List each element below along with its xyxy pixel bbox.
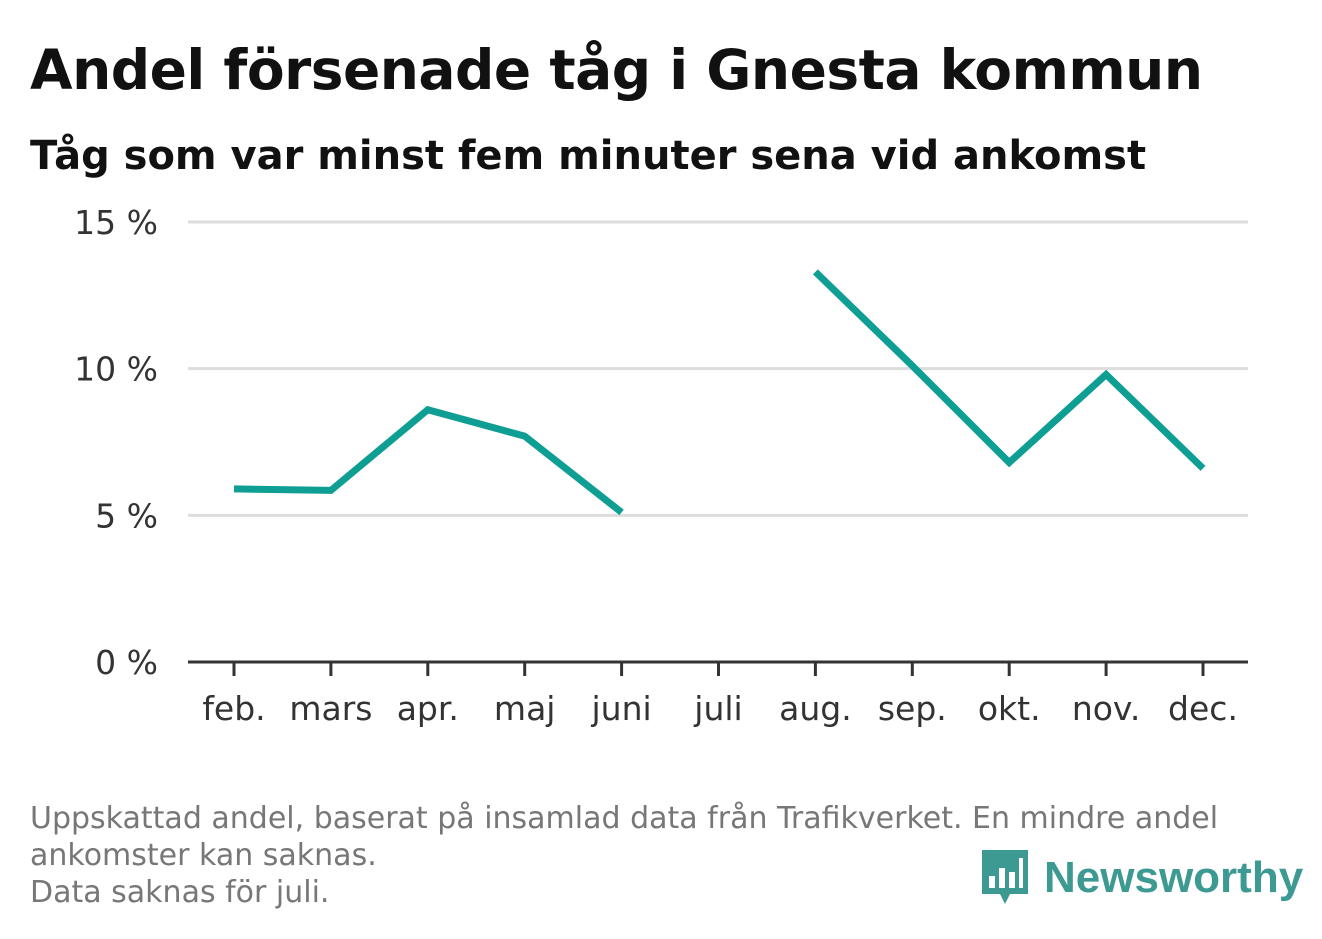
chart-title: Andel försenade tåg i Gnesta kommun bbox=[30, 38, 1203, 102]
y-tick-label: 10 % bbox=[74, 350, 158, 389]
footnote-line: ankomster kan saknas. bbox=[30, 838, 377, 873]
series-line bbox=[233, 405, 624, 516]
x-tick-label: juli bbox=[693, 689, 742, 728]
x-tick-label: apr. bbox=[397, 689, 459, 728]
x-tick-label: feb. bbox=[202, 689, 265, 728]
x-tick-label: okt. bbox=[978, 689, 1041, 728]
x-tick-label: mars bbox=[289, 689, 372, 728]
x-tick-label: juni bbox=[591, 689, 652, 728]
y-tick-label: 15 % bbox=[74, 203, 158, 242]
y-tick-label: 0 % bbox=[95, 643, 158, 682]
x-tick-label: nov. bbox=[1072, 689, 1141, 728]
x-tick-label: dec. bbox=[1168, 689, 1238, 728]
x-tick-label: aug. bbox=[779, 689, 852, 728]
bar-chart-speech-bubble-icon bbox=[982, 850, 1028, 904]
x-tick-label: maj bbox=[494, 689, 556, 728]
chart-subtitle: Tåg som var minst fem minuter sena vid a… bbox=[30, 133, 1147, 179]
series-line bbox=[812, 269, 1206, 471]
footnote-line: Uppskattad andel, baserat på insamlad da… bbox=[30, 801, 1219, 836]
y-tick-label: 5 % bbox=[95, 496, 158, 535]
footnote-line: Data saknas för juli. bbox=[30, 875, 330, 910]
footnote: Uppskattad andel, baserat på insamlad da… bbox=[30, 800, 1280, 911]
logo-text: Newsworthy bbox=[1044, 853, 1304, 902]
x-tick-label: sep. bbox=[878, 689, 947, 728]
line-chart: 0 % 5 % 10 % 15 % feb. mars apr. maj juni juli aug… bbox=[74, 203, 1248, 728]
newsworthy-logo: Newsworthy bbox=[980, 848, 1303, 908]
